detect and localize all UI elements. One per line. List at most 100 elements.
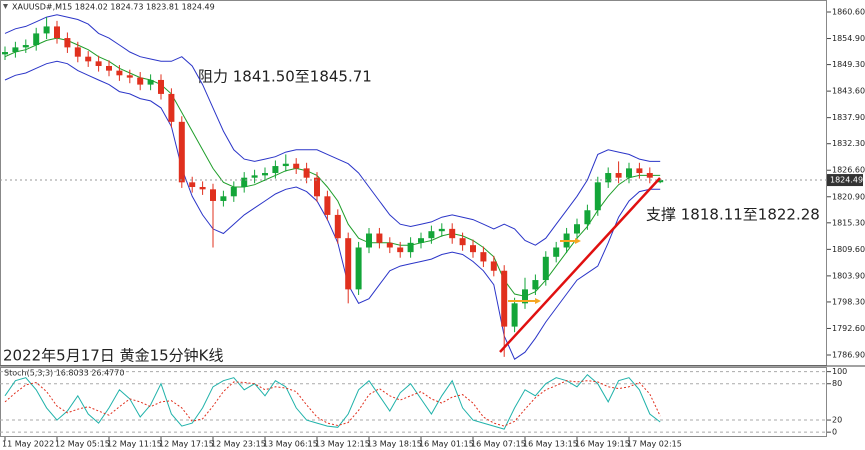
- candle-body: [470, 245, 476, 253]
- bollinger-band: [4, 14, 661, 246]
- x-tick-label: 16 May 01:15: [419, 440, 474, 449]
- candle-body: [137, 77, 144, 85]
- candle-body: [657, 180, 664, 183]
- y-tick-label: 1815.30: [832, 218, 865, 227]
- last-price-box: [827, 174, 863, 187]
- candle-body: [33, 33, 40, 46]
- y-tick-label: 1803.90: [832, 271, 865, 280]
- y-tick-label: 1854.90: [832, 34, 865, 43]
- stoch-line: [4, 380, 661, 427]
- candle-body: [158, 79, 164, 94]
- candle-body: [532, 280, 539, 290]
- candle-body: [480, 252, 487, 262]
- candle-body: [511, 303, 518, 327]
- candle-body: [366, 233, 372, 248]
- arrow-head: [535, 298, 541, 304]
- candle-body: [418, 238, 424, 243]
- candle-body: [189, 182, 196, 187]
- candle-body: [303, 168, 310, 178]
- candle-body: [12, 47, 19, 53]
- candle-body: [64, 38, 71, 48]
- marks: 1860.60 1854.90 1849.30 1843.60 1837.90 1832.…: [0, 8, 865, 449]
- candle-body: [220, 196, 227, 201]
- x-tick-label: 13 May 18:15: [367, 440, 422, 449]
- candle-body: [199, 186, 206, 190]
- candle-body: [262, 173, 268, 176]
- candle-body: [178, 121, 185, 183]
- candle-body: [459, 238, 466, 246]
- candle-body: [615, 173, 622, 178]
- stoch-title: Stoch(5,3,3) 16.8033 26.4770: [4, 369, 124, 378]
- candle-body: [293, 163, 300, 169]
- candle-body: [22, 45, 29, 48]
- candle-body: [646, 173, 653, 178]
- support-trendline: [499, 177, 661, 353]
- candle-body: [95, 61, 102, 66]
- y-tick-label: 1820.90: [832, 192, 865, 201]
- candle-body: [636, 168, 643, 174]
- candle-body: [282, 163, 289, 167]
- y-tick-label: 0: [832, 428, 837, 437]
- y-tick-label: 1792.60: [832, 324, 865, 333]
- candle-body: [542, 256, 549, 281]
- candle-body: [230, 186, 237, 197]
- candle-body: [386, 242, 393, 248]
- candle-body: [334, 214, 341, 239]
- stoch-line: [4, 373, 661, 430]
- candle-body: [85, 56, 92, 62]
- last-price-label: 1824.49: [830, 176, 863, 185]
- y-tick-label: 20: [832, 416, 842, 425]
- stoch-pane: [0, 367, 827, 437]
- candle-body: [272, 166, 279, 174]
- candle-body: [251, 175, 258, 178]
- candle-body: [438, 228, 445, 232]
- candle-body: [345, 238, 352, 290]
- candle-body: [574, 224, 580, 234]
- x-tick-label: 12 May 17:15: [159, 440, 214, 449]
- y-tick-label: 1849.30: [832, 60, 865, 69]
- candle-body: [74, 47, 81, 57]
- candle-body: [626, 168, 632, 178]
- candle-body: [594, 182, 601, 211]
- candle-body: [126, 75, 133, 78]
- x-tick-label: 17 May 02:15: [627, 440, 682, 449]
- y-tick-label: 1837.90: [832, 113, 865, 122]
- candle-body: [210, 189, 216, 201]
- arrow-head: [575, 238, 581, 244]
- candle-body: [355, 247, 362, 290]
- x-tick-label: 16 May 07:15: [471, 440, 526, 449]
- chart-caption: 2022年5月17日 黄金15分钟K线: [3, 347, 224, 365]
- candle-body: [605, 173, 612, 183]
- candle-body: [168, 93, 175, 122]
- chart-title: XAUUSD#,M15 1824.02 1824.73 1823.81 1824…: [12, 3, 215, 12]
- x-tick-label: 16 May 19:15: [575, 440, 630, 449]
- resistance-annotation: 阻力 1841.50至1845.71: [198, 68, 372, 86]
- x-tick-label: 12 May 05:15: [55, 440, 110, 449]
- y-tick-label: 100: [832, 367, 847, 376]
- candle-body: [116, 70, 123, 76]
- symbol-icon: [3, 4, 8, 9]
- candle-body: [376, 233, 383, 243]
- y-tick-label: 1843.60: [832, 87, 865, 96]
- candle-body: [449, 228, 456, 239]
- candle-body: [397, 247, 404, 253]
- candle-body: [43, 26, 50, 34]
- candle-body: [428, 231, 435, 239]
- x-tick-label: 12 May 11:15: [107, 440, 162, 449]
- candle-body: [553, 247, 560, 257]
- candle-body: [106, 65, 112, 71]
- candle-body: [147, 79, 154, 85]
- x-tick-label: 13 May 12:15: [315, 440, 370, 449]
- candle-body: [314, 177, 320, 197]
- x-tick-label: 12 May 23:15: [211, 440, 266, 449]
- bollinger-band: [4, 60, 661, 360]
- candle-body: [407, 242, 414, 253]
- candle-body: [2, 52, 8, 55]
- support-annotation: 支撑 1818.11至1822.28: [646, 206, 820, 224]
- candle-body: [54, 26, 60, 39]
- x-tick-label: 13 May 06:15: [263, 440, 318, 449]
- candle-body: [501, 270, 508, 327]
- x-tick-label: 11 May 2022: [2, 440, 54, 449]
